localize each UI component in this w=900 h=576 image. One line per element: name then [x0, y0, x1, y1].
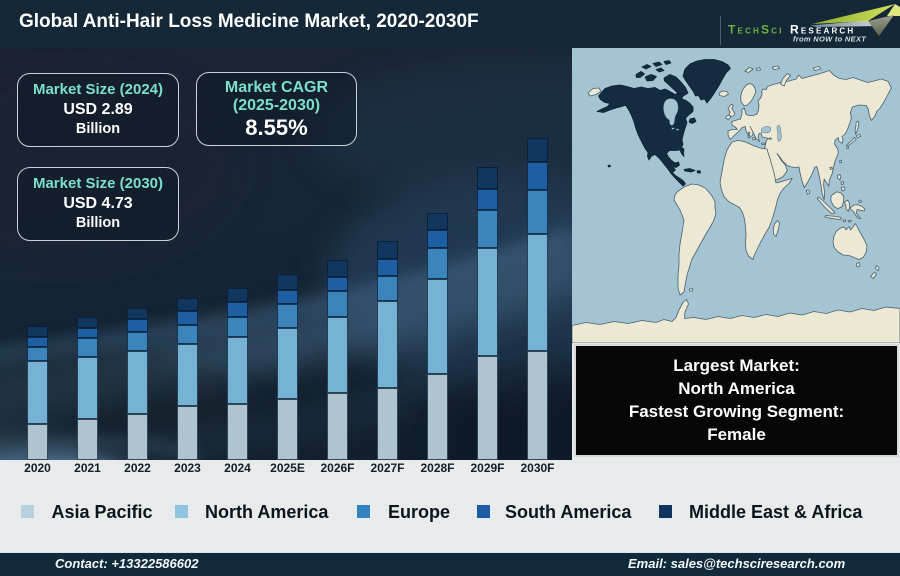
- svg-text:TechSci: TechSci: [728, 23, 784, 37]
- svg-text:Research: Research: [790, 23, 855, 37]
- svg-text:from NOW to NEXT: from NOW to NEXT: [793, 35, 867, 44]
